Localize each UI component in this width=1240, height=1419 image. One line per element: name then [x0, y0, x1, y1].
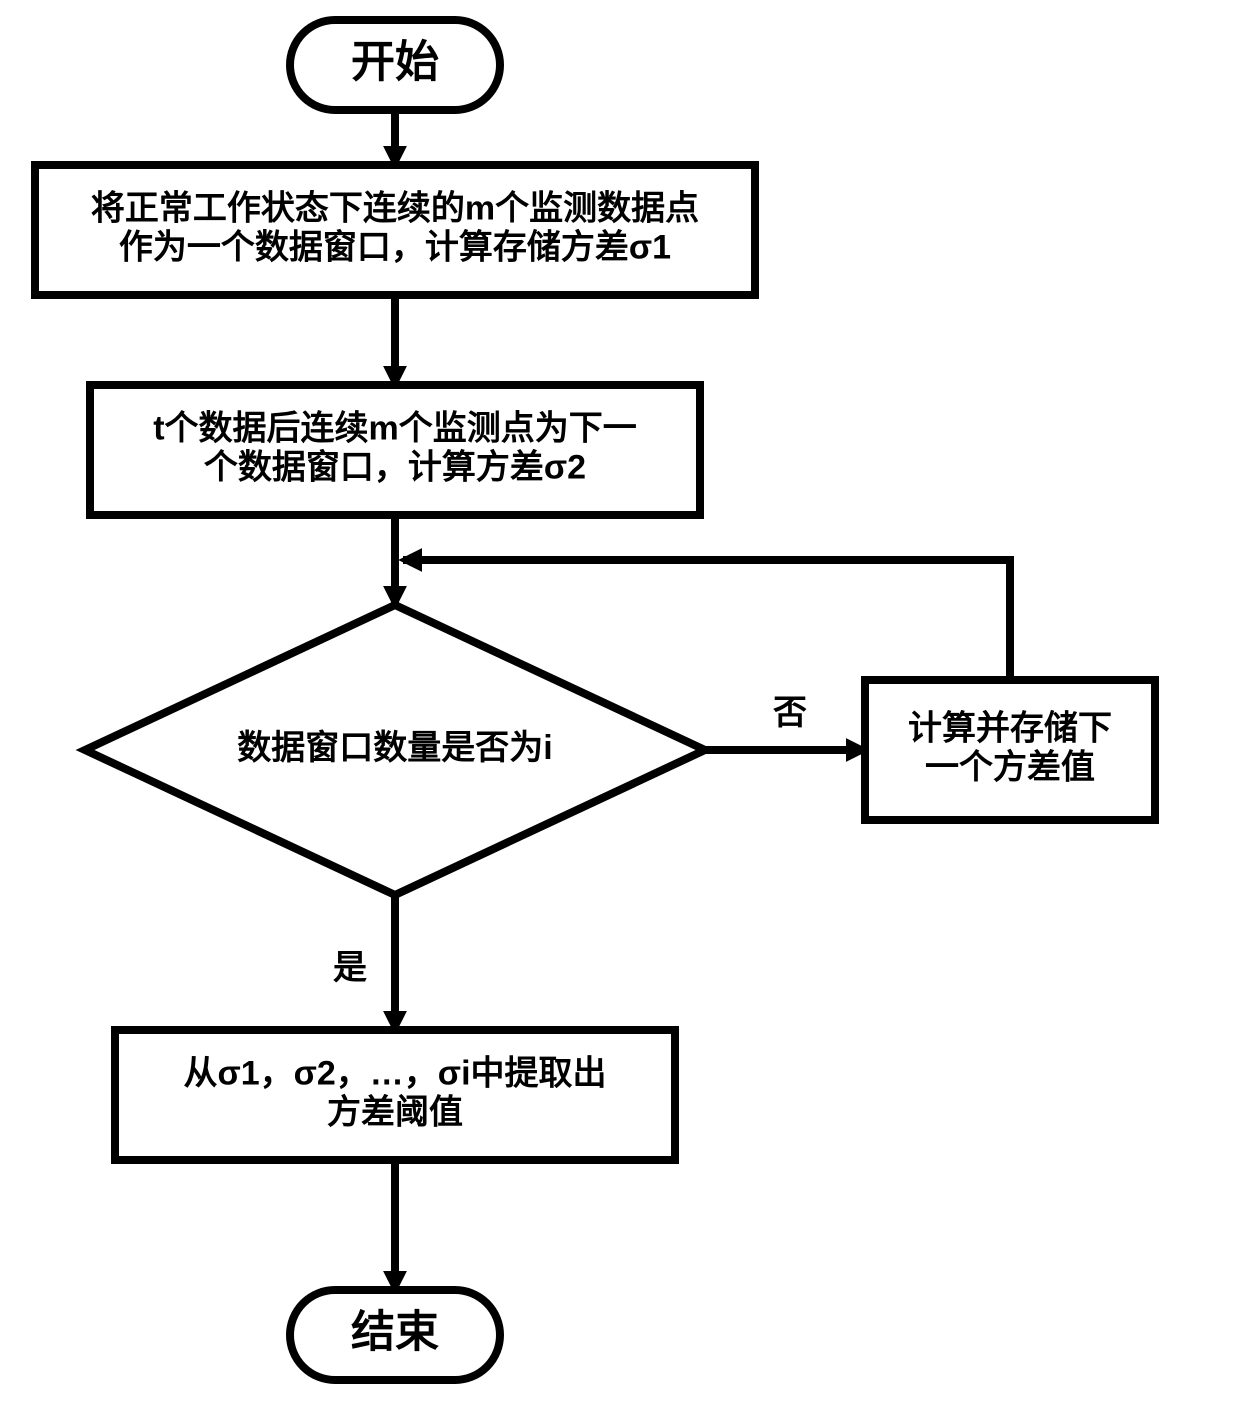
node-end: 结束 — [290, 1290, 500, 1380]
node-text-line: t个数据后连续m个监测点为下一 — [153, 409, 637, 447]
node-start: 开始 — [290, 20, 500, 110]
node-text-line: 结束 — [351, 1308, 439, 1357]
edge-label: 是 — [333, 949, 367, 987]
node-text-line: 一个方差值 — [925, 749, 1095, 787]
node-text-line: 计算并存储下 — [908, 709, 1112, 747]
node-step1: 将正常工作状态下连续的m个监测数据点作为一个数据窗口，计算存储方差σ1 — [35, 165, 755, 295]
node-text-line: 开始 — [351, 38, 439, 87]
nodes-layer: 开始将正常工作状态下连续的m个监测数据点作为一个数据窗口，计算存储方差σ1 t个数… — [35, 20, 1155, 1380]
flowchart-canvas: 开始将正常工作状态下连续的m个监测数据点作为一个数据窗口，计算存储方差σ1 t个数… — [0, 0, 1240, 1419]
node-text-line: 个数据窗口，计算方差σ2 — [204, 449, 586, 487]
node-decision: 数据窗口数量是否为i — [85, 605, 705, 895]
edge-label: 否 — [773, 694, 807, 732]
node-step2: t个数据后连续m个监测点为下一个数据窗口，计算方差σ2 — [90, 385, 700, 515]
node-text-line: 方差阈值 — [327, 1094, 463, 1132]
node-loop: 计算并存储下一个方差值 — [865, 680, 1155, 820]
node-text-line: 作为一个数据窗口，计算存储方差σ1 — [119, 229, 671, 267]
node-step3: 从σ1，σ2，…，σi中提取出方差阈值 — [115, 1030, 675, 1160]
node-text-line: 数据窗口数量是否为i — [237, 729, 552, 767]
node-text-line: 从σ1，σ2，…，σi中提取出 — [183, 1054, 606, 1092]
node-text-line: 将正常工作状态下连续的m个监测数据点 — [91, 189, 699, 227]
